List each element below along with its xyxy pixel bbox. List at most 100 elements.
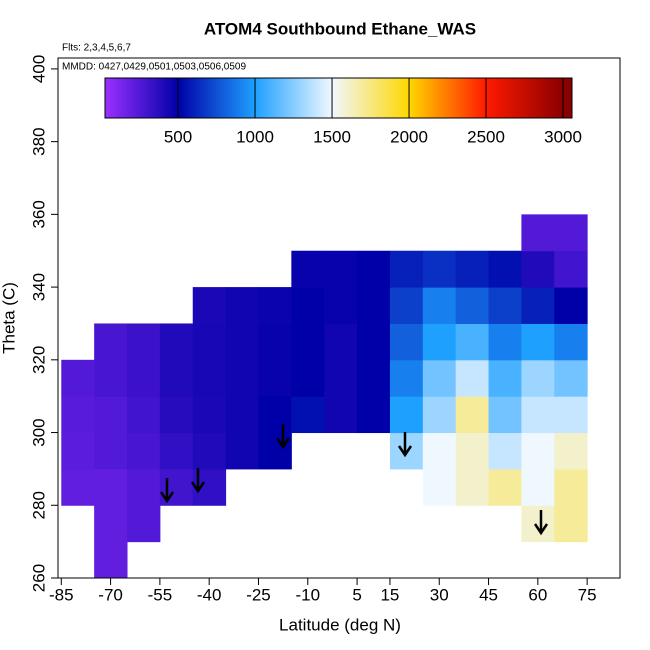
heat-cell [554, 250, 588, 288]
heat-cell [357, 287, 391, 324]
heat-cell [455, 323, 490, 361]
heat-cell [225, 287, 259, 324]
heat-cell [324, 396, 358, 434]
heat-cell [357, 359, 391, 397]
heat-cell [192, 323, 227, 361]
heat-cell [521, 287, 555, 324]
heat-cell [455, 287, 490, 324]
colorbar-tick-label: 3000 [544, 127, 582, 146]
arrow [159, 478, 175, 504]
heat-cell [521, 359, 555, 397]
heat-cell [258, 287, 292, 324]
arrow [275, 424, 291, 450]
x-tick-label: 15 [380, 585, 399, 604]
colorbar-tick-label: 2500 [467, 127, 505, 146]
heat-cell [357, 250, 391, 288]
heat-cell [291, 396, 325, 434]
heat-cell [455, 396, 490, 434]
heat-cell [291, 250, 325, 288]
heat-cell [324, 287, 358, 324]
heat-cell [521, 468, 555, 506]
heat-cell [258, 396, 292, 434]
heat-cell [61, 359, 95, 397]
colorbar-tick-label: 1500 [313, 127, 351, 146]
heat-cell [225, 323, 259, 361]
x-tick-label: -55 [148, 585, 173, 604]
arrow [190, 468, 206, 494]
heat-cell [455, 250, 490, 288]
colorbar-tick-label: 2000 [390, 127, 428, 146]
heat-cell [554, 359, 588, 397]
heat-cell [159, 359, 194, 397]
y-tick-label: 320 [29, 346, 48, 374]
heat-cell [94, 541, 128, 579]
heat-cell [521, 432, 555, 470]
heat-cell [94, 359, 128, 397]
colorbar [105, 78, 572, 118]
heat-cell [521, 396, 555, 434]
heat-cell [127, 359, 161, 397]
heat-cell [422, 432, 457, 470]
heat-cell [488, 323, 522, 361]
heat-cell [225, 359, 259, 397]
colorbar-frame [104, 77, 573, 119]
heat-cell [554, 468, 588, 506]
y-tick-label: 360 [29, 200, 48, 228]
heat-cell [554, 214, 588, 252]
heat-cell [127, 468, 161, 506]
heat-cell [488, 359, 522, 397]
heat-cell [127, 323, 161, 361]
y-tick-label: 280 [29, 491, 48, 519]
heat-cell [521, 250, 555, 288]
heat-cell [422, 396, 457, 434]
colorbar-tick-label: 500 [164, 127, 192, 146]
x-tick-label: 75 [578, 585, 597, 604]
x-tick-label: 45 [479, 585, 498, 604]
heat-cell [159, 468, 194, 506]
heat-cell [389, 396, 424, 434]
heat-cell [488, 432, 522, 470]
annotation: Flts: 2,3,4,5,6,7 [62, 43, 131, 54]
annotation: MMDD: 0427,0429,0501,0503,0506,0509 [62, 62, 246, 73]
heat-cell [422, 359, 457, 397]
arrows [159, 424, 549, 536]
x-tick-label: -70 [98, 585, 123, 604]
heat-cell [94, 505, 128, 543]
heat-cell [61, 432, 95, 470]
y-tick-label: 380 [29, 127, 48, 155]
y-tick-label: 260 [29, 564, 48, 592]
heat-cell [389, 323, 424, 361]
heat-cell [258, 323, 292, 361]
y-tick-label: 400 [29, 55, 48, 83]
heat-cell [127, 396, 161, 434]
colorbar-tick-label: 1000 [236, 127, 274, 146]
heat-cell [422, 250, 457, 288]
heat-cell [258, 359, 292, 397]
heat-cell [389, 287, 424, 324]
heat-cell [258, 432, 292, 470]
heat-cell [127, 505, 161, 543]
heatmap [61, 214, 588, 579]
heat-cell [488, 250, 522, 288]
heat-cell [455, 432, 490, 470]
heat-cell [488, 396, 522, 434]
heat-cell [455, 359, 490, 397]
arrow [533, 510, 549, 536]
heat-cell [159, 432, 194, 470]
x-tick-label: -25 [246, 585, 271, 604]
heat-cell [389, 359, 424, 397]
arrow [397, 432, 413, 458]
chart-title: ATOM4 Southbound Ethane_WAS [204, 19, 476, 38]
heat-cell [61, 396, 95, 434]
heat-cell [94, 432, 128, 470]
heat-cell [192, 359, 227, 397]
heat-cell [324, 359, 358, 397]
heat-cell [291, 323, 325, 361]
heat-cell [357, 323, 391, 361]
heat-cell [422, 287, 457, 324]
heat-cell [94, 396, 128, 434]
heat-cell [357, 396, 391, 434]
heat-cell [521, 505, 555, 543]
